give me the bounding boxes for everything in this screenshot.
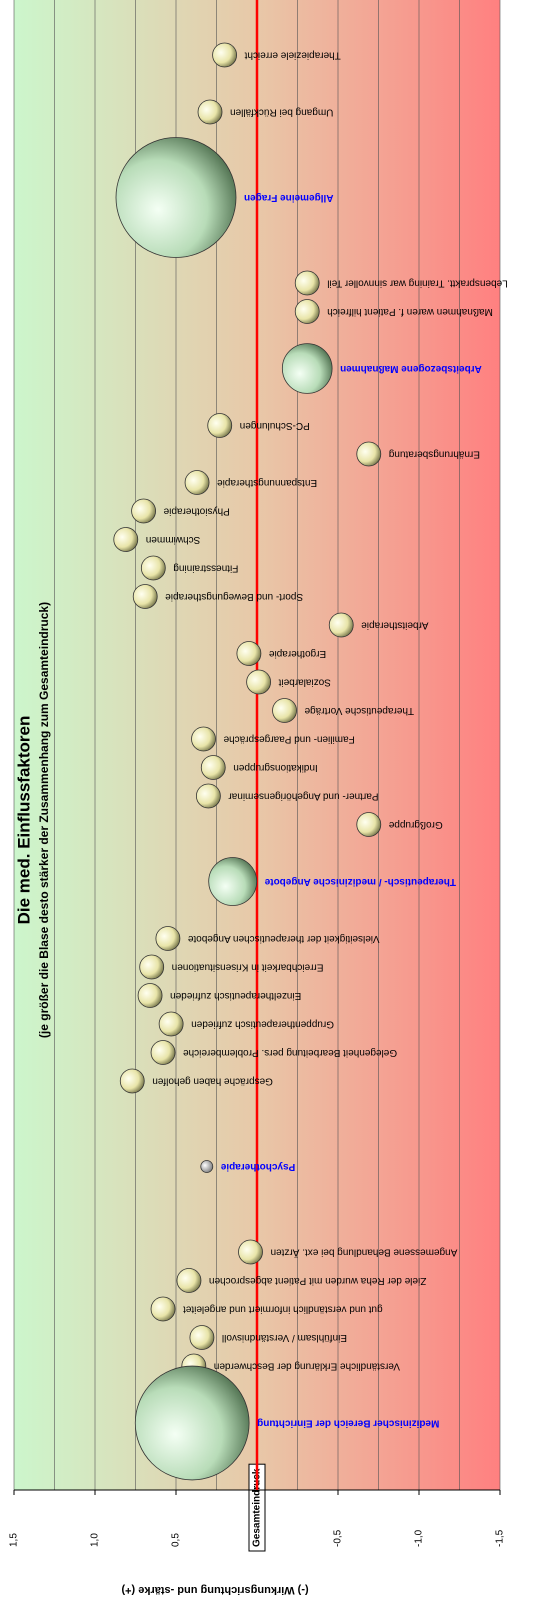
item-label: Schwimmen <box>146 534 200 545</box>
bubble <box>281 343 333 394</box>
bubble <box>212 42 238 68</box>
item-label: Therapieziele erreicht <box>244 49 340 60</box>
item-label: Verständliche Erklärung der Beschwerden <box>214 1360 400 1371</box>
item-label: Erreichbarkeit in Krisensituationen <box>172 961 324 972</box>
item-label: Familien- und Paargespräche <box>223 733 355 744</box>
bubble <box>328 612 354 638</box>
bubble <box>272 698 297 723</box>
bubble <box>208 857 258 906</box>
item-label: Maßnahmen waren f. Patient hilfreich <box>327 306 493 317</box>
item-label: Einfühlsam / Verständnisvoll <box>222 1332 347 1343</box>
group-label: Therapeutisch- / medizinische Angebote <box>264 876 456 887</box>
x-tick-label: -0,5 <box>333 1529 344 1547</box>
group-label: Allgemeine Fragen <box>244 192 333 203</box>
item-label: PC-Schulungen <box>240 420 310 431</box>
chart-subtitle: (je größer die Blase desto stärker der Z… <box>37 602 51 1038</box>
x-tick-label: Gesamteindruck <box>252 1468 263 1547</box>
bubble <box>176 1268 202 1293</box>
item-label: Einzeltherapeutisch zufrieden <box>170 990 301 1001</box>
item-label: Ergotherapie <box>268 648 326 659</box>
bubble <box>131 498 157 524</box>
bubble <box>191 726 216 752</box>
axis-title: (-) Wirkungsrichtung und -stärke (+) <box>121 1584 309 1596</box>
item-label: Lebenspraktt. Training war sinnvoller Te… <box>327 277 507 288</box>
x-tick-label: -1,5 <box>495 1529 506 1547</box>
bubble <box>356 812 382 837</box>
chart-title: Die med. Einflussfaktoren <box>14 716 33 925</box>
bubble <box>137 983 163 1008</box>
item-label: Umgang bei Rückfällen <box>230 106 333 117</box>
item-label: Ziele der Reha wurden mit Patient abgesp… <box>209 1275 426 1286</box>
group-label: Medizinischer Bereich der Einrichtung <box>257 1417 439 1428</box>
bubble <box>115 137 237 258</box>
bubble <box>158 1011 184 1037</box>
bubble <box>119 1068 145 1094</box>
item-label: Sport- und Bewegungstherapie <box>165 591 303 602</box>
bubble <box>155 926 181 951</box>
x-tick-label: 1,0 <box>90 1533 101 1547</box>
item-label: Gruppentherapeutisch zufrieden <box>191 1018 334 1029</box>
bubble <box>139 954 165 980</box>
bubble <box>200 1160 214 1173</box>
bubble <box>195 783 221 809</box>
bubble <box>238 1239 263 1265</box>
item-label: Vielseitigkeit der therapeutischen Angeb… <box>187 933 379 944</box>
item-label: Arbeitstherapie <box>361 619 429 630</box>
bubble <box>294 270 320 296</box>
item-label: Indikationsgruppen <box>233 762 318 773</box>
bubble <box>140 555 166 581</box>
item-label: Gespräche haben geholfen <box>152 1075 273 1086</box>
item-label: Angemessene Behandlung bei ext. Ärzten <box>271 1246 458 1258</box>
group-label: Psychotherapie <box>220 1161 295 1172</box>
bubble <box>197 99 223 125</box>
bubble <box>150 1296 176 1322</box>
item-label: gut und verständlich informiert und ange… <box>183 1303 383 1314</box>
bubble <box>150 1040 176 1065</box>
item-label: Entspannungstherapie <box>217 477 318 488</box>
bubble <box>113 527 139 552</box>
bubble <box>134 1365 250 1481</box>
x-tick-label: -1,0 <box>414 1529 425 1547</box>
x-tick-label: 1,5 <box>9 1533 20 1547</box>
bubble <box>207 413 233 438</box>
bubble <box>294 299 320 324</box>
item-label: Physiotherapie <box>163 505 230 516</box>
bubble <box>132 584 158 609</box>
bubble <box>200 755 226 780</box>
item-label: Großgruppe <box>388 819 442 830</box>
item-label: Ernährungsberatung <box>389 448 480 459</box>
bubble <box>184 470 210 495</box>
item-label: Sozialarbeit <box>278 676 330 687</box>
bubble <box>236 641 262 666</box>
item-label: Fitnesstraining <box>173 562 238 573</box>
bubble <box>356 441 382 467</box>
bubble <box>246 669 272 695</box>
bubble <box>189 1325 215 1350</box>
item-label: Gelegenheit Bearbeitung pers. Problember… <box>183 1047 397 1058</box>
item-label: Therapeutische Vorträge <box>304 705 414 716</box>
x-tick-label: 0,5 <box>171 1533 182 1547</box>
group-label: Arbeitsbezogene Maßnahmen <box>340 363 482 374</box>
item-label: Partner- und Angehörigenseminar <box>228 790 379 801</box>
